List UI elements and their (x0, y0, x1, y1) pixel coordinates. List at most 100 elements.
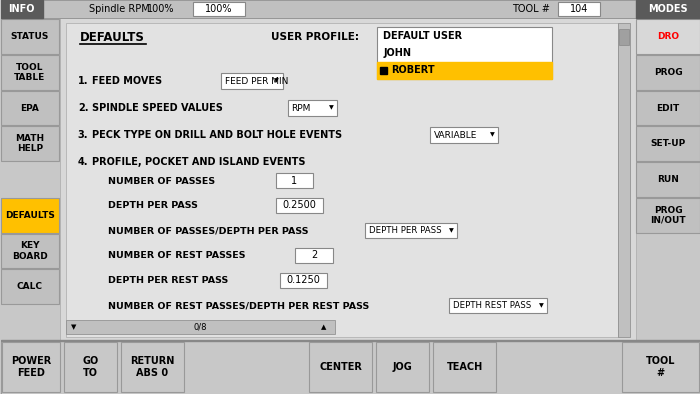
Text: VARIABLE: VARIABLE (434, 130, 477, 139)
Bar (64, 342, 117, 392)
Text: 104: 104 (570, 4, 588, 14)
Text: JOG: JOG (393, 362, 413, 372)
Text: ▼: ▼ (539, 303, 544, 308)
Bar (377, 27, 552, 79)
Text: DEPTH PER PASS: DEPTH PER PASS (370, 226, 442, 235)
Text: 2.: 2. (78, 103, 88, 113)
Bar (636, 198, 700, 232)
Bar (619, 29, 629, 45)
Bar (636, 162, 700, 197)
Text: PROG
IN/OUT: PROG IN/OUT (650, 206, 686, 225)
Bar (295, 248, 333, 263)
Text: PROG: PROG (654, 68, 682, 77)
Text: ▼: ▼ (71, 324, 76, 330)
Text: TEACH: TEACH (447, 362, 483, 372)
Text: Spindle RPM: Spindle RPM (89, 4, 150, 14)
Text: FEED PER MIN: FEED PER MIN (225, 77, 288, 85)
Text: 4.: 4. (78, 157, 88, 167)
Text: NUMBER OF PASSES/DEPTH PER PASS: NUMBER OF PASSES/DEPTH PER PASS (108, 227, 308, 236)
Text: SET-UP: SET-UP (650, 139, 686, 148)
Text: 0/8: 0/8 (194, 322, 207, 331)
Text: GO
TO: GO TO (82, 356, 99, 377)
Text: 2: 2 (312, 251, 318, 260)
Text: USER PROFILE:: USER PROFILE: (270, 32, 358, 42)
Bar (1, 198, 59, 232)
Text: DEPTH PER REST PASS: DEPTH PER REST PASS (108, 277, 228, 285)
Text: EDIT: EDIT (657, 104, 680, 113)
Text: DRO: DRO (657, 32, 679, 41)
Bar (618, 23, 630, 337)
Text: KEY
BOARD: KEY BOARD (12, 241, 48, 261)
Text: 0.1250: 0.1250 (286, 275, 321, 285)
Text: ▼: ▼ (490, 132, 495, 138)
Bar (60, 18, 636, 340)
Text: ROBERT: ROBERT (391, 65, 435, 76)
Text: ▼: ▼ (449, 228, 454, 233)
Text: MATH
HELP: MATH HELP (15, 134, 44, 154)
Text: RUN: RUN (657, 175, 679, 184)
Text: DEFAULT USER: DEFAULT USER (384, 31, 463, 41)
Bar (2, 342, 60, 392)
Text: MODES: MODES (648, 4, 688, 14)
Text: 0.2500: 0.2500 (283, 201, 316, 210)
Bar (1, 234, 59, 268)
Bar (1, 0, 700, 18)
Bar (380, 67, 387, 74)
Bar (288, 100, 337, 116)
Bar (365, 223, 457, 238)
Bar (449, 298, 547, 313)
Text: TOOL #: TOOL # (512, 4, 550, 14)
Text: 1.: 1. (78, 76, 88, 86)
Bar (66, 320, 335, 334)
Text: 3.: 3. (78, 130, 88, 140)
Text: RETURN
ABS 0: RETURN ABS 0 (130, 356, 174, 377)
Text: CALC: CALC (17, 282, 43, 291)
Bar (636, 0, 700, 18)
Bar (193, 2, 244, 16)
Text: ▼: ▼ (274, 79, 279, 84)
Bar (622, 342, 699, 392)
Bar (636, 19, 700, 54)
Text: SPINDLE SPEED VALUES: SPINDLE SPEED VALUES (92, 103, 223, 113)
Bar (636, 126, 700, 161)
Bar (1, 0, 43, 18)
Bar (558, 2, 600, 16)
Text: DEPTH REST PASS: DEPTH REST PASS (454, 301, 531, 310)
Bar (377, 62, 552, 79)
Bar (430, 127, 498, 143)
Text: ▼: ▼ (329, 106, 334, 111)
Text: 100%: 100% (205, 4, 232, 14)
Bar (377, 342, 429, 392)
Bar (279, 273, 328, 288)
Text: EPA: EPA (20, 104, 39, 113)
Text: NUMBER OF REST PASSES/DEPTH PER REST PASS: NUMBER OF REST PASSES/DEPTH PER REST PAS… (108, 301, 369, 310)
Text: TOOL
TABLE: TOOL TABLE (14, 63, 46, 82)
Text: DEFAULTS: DEFAULTS (5, 211, 55, 220)
Text: STATUS: STATUS (10, 32, 49, 41)
Bar (636, 55, 700, 90)
Text: NUMBER OF REST PASSES: NUMBER OF REST PASSES (108, 251, 245, 260)
Text: POWER
FEED: POWER FEED (10, 356, 51, 377)
Text: INFO: INFO (8, 4, 35, 14)
Bar (1, 340, 700, 341)
Bar (66, 23, 618, 337)
Bar (433, 342, 496, 392)
Text: PROFILE, POCKET AND ISLAND EVENTS: PROFILE, POCKET AND ISLAND EVENTS (92, 157, 305, 167)
Bar (1, 19, 59, 54)
Bar (220, 73, 283, 89)
Text: DEFAULTS: DEFAULTS (80, 31, 145, 44)
Text: TOOL
#: TOOL # (646, 356, 676, 377)
Bar (276, 198, 323, 213)
Bar (636, 91, 700, 125)
Bar (1, 340, 700, 394)
Bar (1, 91, 59, 125)
Bar (120, 342, 183, 392)
Bar (1, 55, 59, 90)
Text: 1: 1 (291, 175, 298, 186)
Text: ▲: ▲ (321, 324, 326, 330)
Text: FEED MOVES: FEED MOVES (92, 76, 162, 86)
Bar (309, 342, 372, 392)
Text: PECK TYPE ON DRILL AND BOLT HOLE EVENTS: PECK TYPE ON DRILL AND BOLT HOLE EVENTS (92, 130, 342, 140)
Bar (276, 173, 314, 188)
Text: RPM: RPM (291, 104, 311, 113)
